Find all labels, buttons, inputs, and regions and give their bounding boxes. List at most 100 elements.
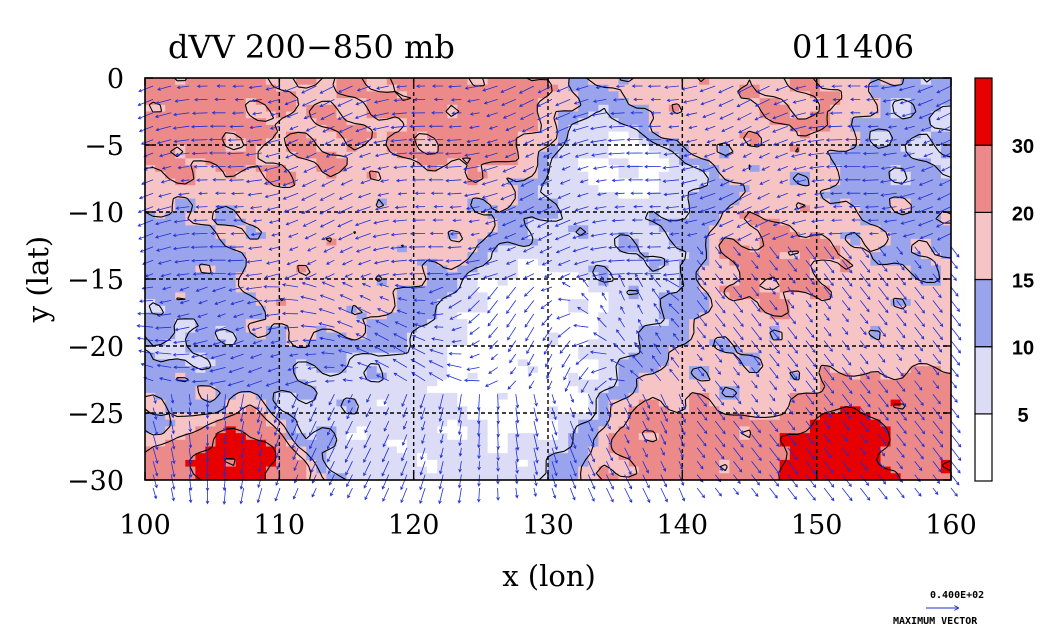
field-cell — [759, 332, 771, 340]
field-cell — [396, 238, 408, 247]
field-cell — [799, 305, 811, 314]
field-cell — [598, 178, 610, 186]
field-cell — [809, 124, 821, 133]
field-cell — [427, 433, 438, 441]
field-cell — [225, 406, 237, 414]
field-cell — [457, 319, 468, 327]
field-cell — [497, 265, 509, 273]
field-cell — [820, 165, 831, 173]
field-cell — [497, 339, 509, 347]
field-cell — [638, 426, 650, 434]
field-cell — [779, 198, 791, 206]
field-cell — [276, 158, 287, 166]
field-cell — [608, 346, 620, 354]
field-cell — [699, 205, 710, 213]
field-cell — [598, 466, 610, 474]
field-cell — [840, 392, 851, 401]
field-cell — [628, 151, 640, 159]
field-cell — [578, 191, 589, 200]
field-cell — [477, 131, 489, 139]
field-cell — [437, 299, 448, 307]
field-cell — [900, 118, 912, 126]
field-cell — [497, 413, 509, 421]
field-cell — [578, 212, 589, 220]
field-cell — [255, 191, 267, 200]
field-cell — [356, 366, 368, 374]
field-cell — [618, 346, 630, 354]
field-cell — [417, 225, 428, 233]
field-cell — [185, 392, 196, 401]
field-cell — [689, 238, 700, 247]
field-cell — [578, 426, 589, 434]
field-cell — [316, 258, 327, 267]
field-cell — [396, 352, 408, 360]
field-cell — [860, 279, 871, 287]
field-cell — [870, 212, 882, 220]
field-cell — [225, 359, 237, 367]
field-cell — [417, 406, 428, 414]
field-cell — [255, 111, 267, 119]
field-cell — [175, 118, 186, 126]
field-cell — [447, 124, 458, 133]
field-cell — [145, 232, 156, 240]
field-cell — [799, 258, 811, 267]
field-cell — [165, 118, 176, 126]
field-cell — [628, 165, 640, 173]
field-cell — [296, 292, 307, 300]
field-cell — [396, 473, 408, 480]
field-cell — [940, 352, 951, 360]
field-cell — [527, 232, 539, 240]
y-tick-label: 0 — [107, 64, 124, 95]
field-cell — [406, 332, 418, 340]
field-cell — [145, 158, 156, 166]
field-cell — [346, 346, 358, 354]
field-cell — [296, 104, 307, 113]
field-cell — [165, 78, 176, 86]
field-cell — [235, 145, 247, 153]
field-cell — [699, 145, 710, 153]
field-cell — [759, 346, 771, 354]
field-cell — [225, 419, 237, 427]
field-cell — [205, 325, 217, 334]
field-cell — [306, 453, 317, 461]
field-cell — [820, 379, 831, 387]
field-cell — [910, 198, 922, 206]
field-cell — [809, 185, 821, 193]
field-cell — [376, 372, 388, 381]
field-cell — [638, 118, 650, 126]
field-cell — [265, 185, 277, 193]
field-cell — [739, 453, 751, 461]
field-cell — [830, 104, 841, 113]
field-cell — [175, 258, 186, 267]
field-cell — [326, 212, 338, 220]
field-cell — [900, 399, 912, 407]
field-cell — [396, 198, 408, 206]
field-cell — [467, 413, 479, 421]
field-cell — [789, 379, 801, 387]
field-cell — [215, 433, 227, 441]
field-cell — [296, 453, 307, 461]
field-cell — [265, 372, 277, 381]
field-cell — [346, 171, 358, 180]
field-cell — [850, 379, 861, 387]
field-cell — [920, 265, 932, 273]
field-cell — [487, 392, 499, 401]
field-cell — [578, 151, 589, 159]
field-cell — [537, 84, 549, 92]
field-cell — [306, 339, 317, 347]
field-cell — [537, 332, 549, 340]
field-cell — [225, 366, 237, 374]
field-cell — [658, 158, 670, 166]
field-cell — [537, 252, 549, 260]
field-cell — [588, 292, 599, 300]
field-cell — [830, 78, 841, 86]
field-cell — [578, 473, 589, 480]
field-cell — [366, 386, 378, 394]
field-cell — [447, 285, 458, 293]
field-cell — [306, 225, 317, 233]
field-cell — [658, 352, 670, 360]
field-cell — [316, 131, 327, 139]
field-cell — [608, 165, 620, 173]
field-cell — [799, 98, 811, 106]
field-cell — [366, 84, 378, 92]
